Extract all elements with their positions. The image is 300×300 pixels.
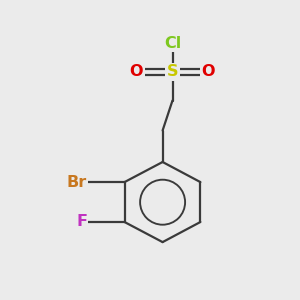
Text: F: F: [76, 214, 87, 230]
Text: O: O: [202, 64, 215, 80]
Text: Cl: Cl: [164, 36, 181, 51]
Text: S: S: [167, 64, 178, 80]
Text: O: O: [130, 64, 143, 80]
Text: Br: Br: [67, 175, 87, 190]
